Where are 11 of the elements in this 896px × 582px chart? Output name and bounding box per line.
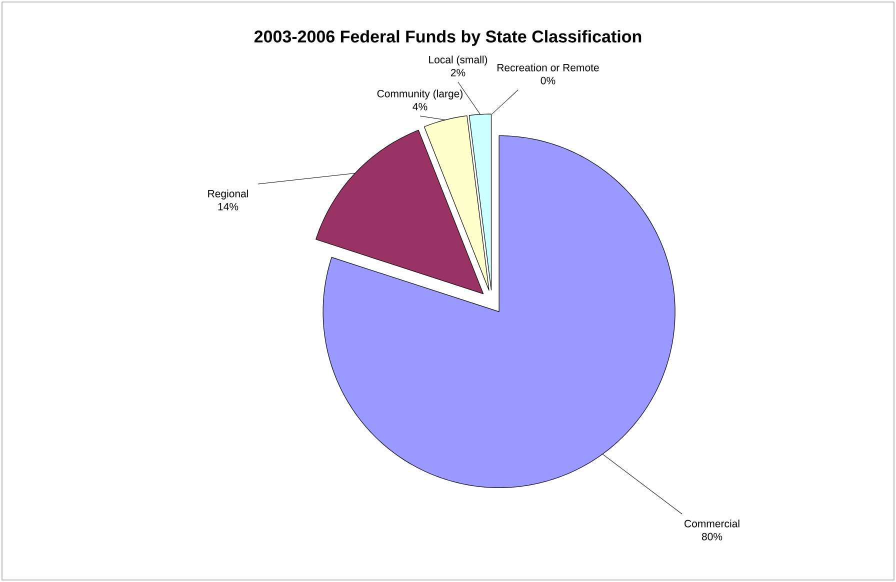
data-label: 14% [218, 202, 238, 210]
chart-title: 2003-2006 Federal Funds by State Classification [254, 30, 642, 46]
slice-label: Commercial [684, 520, 740, 528]
data-label: 2% [450, 68, 466, 76]
slice-label: Community (large) [377, 90, 462, 100]
data-label: 80% [702, 532, 722, 540]
slice-label: Regional [208, 190, 248, 200]
text: 0% [540, 76, 556, 84]
slice-label: Local (small) [429, 56, 488, 66]
category-label: Recreation or Remote [498, 64, 599, 72]
data-label: 4% [412, 102, 428, 110]
